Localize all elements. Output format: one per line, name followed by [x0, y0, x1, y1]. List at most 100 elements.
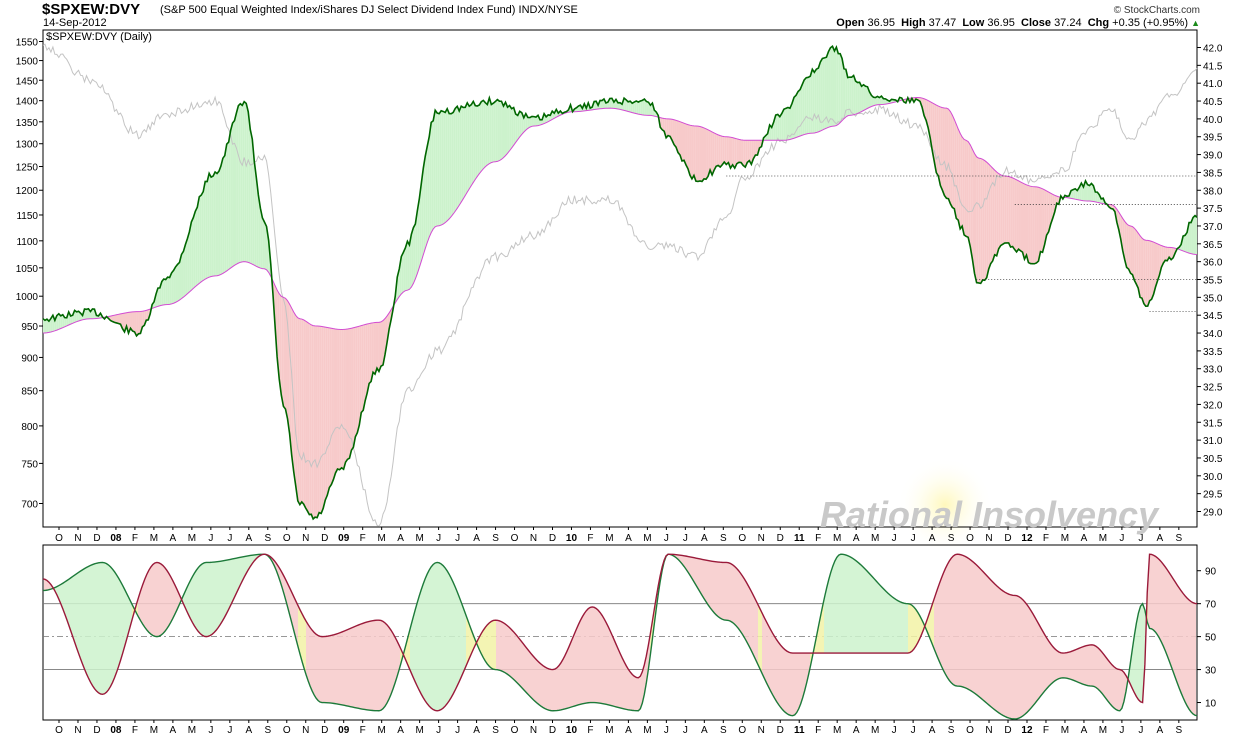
fill-below-ma [311, 324, 314, 520]
fill-below-ma [1012, 177, 1015, 250]
oscillator-fill [64, 581, 66, 618]
fill-below-ma [736, 138, 739, 164]
fill-above-ma [477, 105, 480, 177]
fill-below-ma [734, 138, 737, 169]
oscillator-fill [102, 562, 104, 695]
fill-below-ma [728, 136, 731, 169]
oscillator-fill [354, 626, 356, 708]
oscillator-fill [1074, 649, 1076, 682]
fill-below-ma [1163, 246, 1166, 264]
x-tick-label: M [1061, 533, 1069, 544]
y-tick-label-right: 29.5 [1203, 490, 1223, 501]
fill-above-ma [167, 277, 170, 305]
oscillator-fill [488, 622, 490, 667]
x-tick-label: J [1119, 725, 1124, 736]
price-panel-frame [42, 29, 1198, 528]
oscillator-fill [934, 593, 936, 654]
y-tick-label-left: 1400 [16, 97, 39, 108]
oscillator-fill [578, 621, 580, 705]
x-tick-label: J [227, 533, 232, 544]
oscillator-fill [318, 635, 320, 702]
oscillator-fill [868, 572, 870, 654]
y-tick-label-right: 33.5 [1203, 347, 1223, 358]
oscillator-fill [162, 564, 164, 635]
oscillator-fill [438, 562, 440, 711]
oscillator-fill [726, 562, 728, 621]
fill-above-ma [638, 101, 641, 115]
oscillator-fill [836, 555, 838, 654]
oscillator-fill [352, 626, 354, 708]
price-panel: 42.0 41.5 41.0 40.5 40.0 39.5 39.0 38.5 38.0 37.5… [16, 29, 1223, 544]
oscillator-fill [1006, 592, 1008, 718]
fill-below-ma [976, 156, 979, 283]
oscillator-fill [1100, 649, 1102, 694]
fill-above-ma [181, 251, 184, 299]
oscillator-fill [1016, 595, 1018, 719]
fill-below-ma [1153, 242, 1156, 295]
oscillator-fill [226, 559, 228, 615]
oscillator-fill [608, 626, 610, 706]
fill-above-ma [775, 114, 778, 141]
oscillator-fill [774, 635, 776, 701]
oscillator-fill [152, 563, 154, 636]
x-tick-label: N [985, 725, 992, 736]
fill-below-ma [295, 315, 298, 501]
oscillator-fill [194, 570, 196, 629]
fill-below-ma [144, 310, 147, 326]
oscillator-fill [902, 602, 904, 654]
fill-above-ma [509, 105, 512, 151]
fill-above-ma [236, 105, 239, 265]
fill-above-ma [260, 208, 263, 269]
x-tick-label: M [643, 533, 651, 544]
oscillator-fill [68, 578, 70, 629]
oscillator-fill [736, 567, 738, 629]
fill-below-ma [297, 317, 300, 505]
chg-label: Chg [1087, 17, 1110, 29]
x-tick-label: J [227, 725, 232, 736]
watermark-glow [897, 457, 993, 553]
oscillator-fill [142, 581, 144, 627]
y-tick-label-right: 41.5 [1203, 61, 1223, 72]
fill-below-ma [942, 107, 945, 196]
brand-link[interactable]: © StockCharts.com [1113, 5, 1200, 16]
fill-above-ma [437, 113, 440, 226]
oscillator-fill [696, 558, 698, 589]
oscillator-fill [1160, 560, 1162, 644]
oscillator-fill [624, 661, 626, 710]
up-arrow-icon: ▲ [1191, 18, 1200, 28]
oscillator-fill [122, 584, 124, 656]
y-tick-label-left: 750 [21, 459, 38, 470]
fill-above-ma [527, 117, 530, 129]
fill-below-ma [724, 136, 727, 165]
oscillator-fill [190, 577, 192, 622]
oscillator-fill [1030, 609, 1032, 710]
fill-above-ma [433, 110, 436, 230]
oscillator-fill [1078, 647, 1080, 684]
fill-above-ma [254, 161, 257, 267]
oscillator-fill [862, 565, 864, 654]
x-tick-label: M [1099, 725, 1107, 736]
oscillator-fill [532, 654, 534, 701]
x-tick-label: O [283, 725, 291, 736]
fill-below-ma [1040, 187, 1043, 253]
y-tick-label-right: 36.5 [1203, 240, 1223, 251]
oscillator-fill [960, 554, 962, 687]
y-tick-label-right: 40.5 [1203, 97, 1223, 108]
fill-below-ma [950, 111, 953, 208]
oscillator-fill [420, 587, 422, 696]
y-tick-label-right: 31.0 [1203, 436, 1223, 447]
fill-above-ma [791, 97, 795, 139]
fill-above-ma [640, 100, 643, 115]
fill-above-ma [161, 279, 164, 306]
fill-above-ma [626, 99, 629, 112]
x-tick-label: D [549, 725, 556, 736]
x-tick-label: M [415, 533, 423, 544]
oscillator-fill [740, 572, 742, 634]
oscillator-fill [920, 616, 922, 639]
oscillator-fill [358, 624, 360, 709]
fill-above-ma [824, 57, 827, 130]
oscillator-fill [870, 574, 872, 654]
oscillator-fill [976, 564, 978, 696]
fill-below-ma [691, 125, 694, 179]
fill-above-ma [861, 84, 864, 112]
